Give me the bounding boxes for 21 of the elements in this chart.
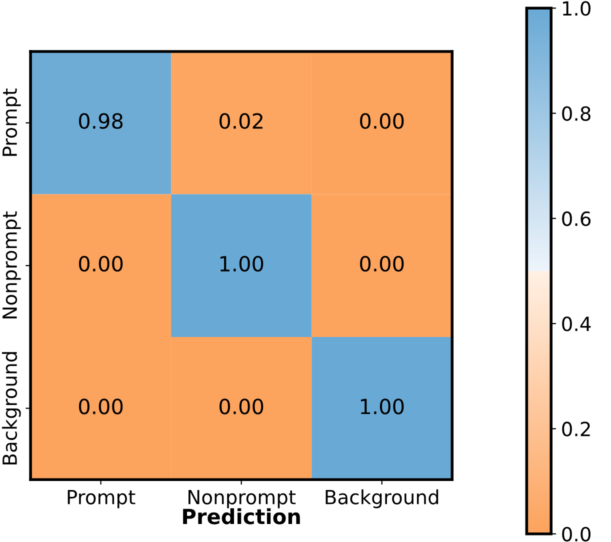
x-tick-label: Nonprompt (188, 490, 296, 508)
x-axis-title: Prediction (183, 508, 300, 524)
color-bar-label: 0.0 (562, 526, 590, 542)
data-label: 0.02 (220, 113, 262, 129)
x-tick-label: Background (326, 489, 438, 508)
y-tick-label: Nonprompt (2, 211, 21, 318)
data-label: 0.00 (78, 398, 123, 414)
data-label: 0.98 (78, 113, 123, 129)
data-label: 1.00 (360, 398, 404, 414)
color-bar-label: 0.2 (562, 422, 590, 436)
color-bar-label: 0.4 (562, 316, 591, 332)
color-bar-label: 0.8 (562, 106, 590, 121)
data-label: 1.00 (220, 256, 264, 272)
y-tick-label: Prompt (2, 88, 21, 156)
data-label: 0.00 (360, 113, 404, 129)
data-label: 0.00 (360, 256, 404, 272)
x-tick-label: Prompt (68, 490, 136, 508)
data-label: 0.00 (220, 398, 264, 414)
color-bar-label: 0.6 (562, 211, 591, 226)
color-bar-label: 1.0 (562, 1, 590, 16)
data-label: 0.00 (78, 256, 123, 272)
